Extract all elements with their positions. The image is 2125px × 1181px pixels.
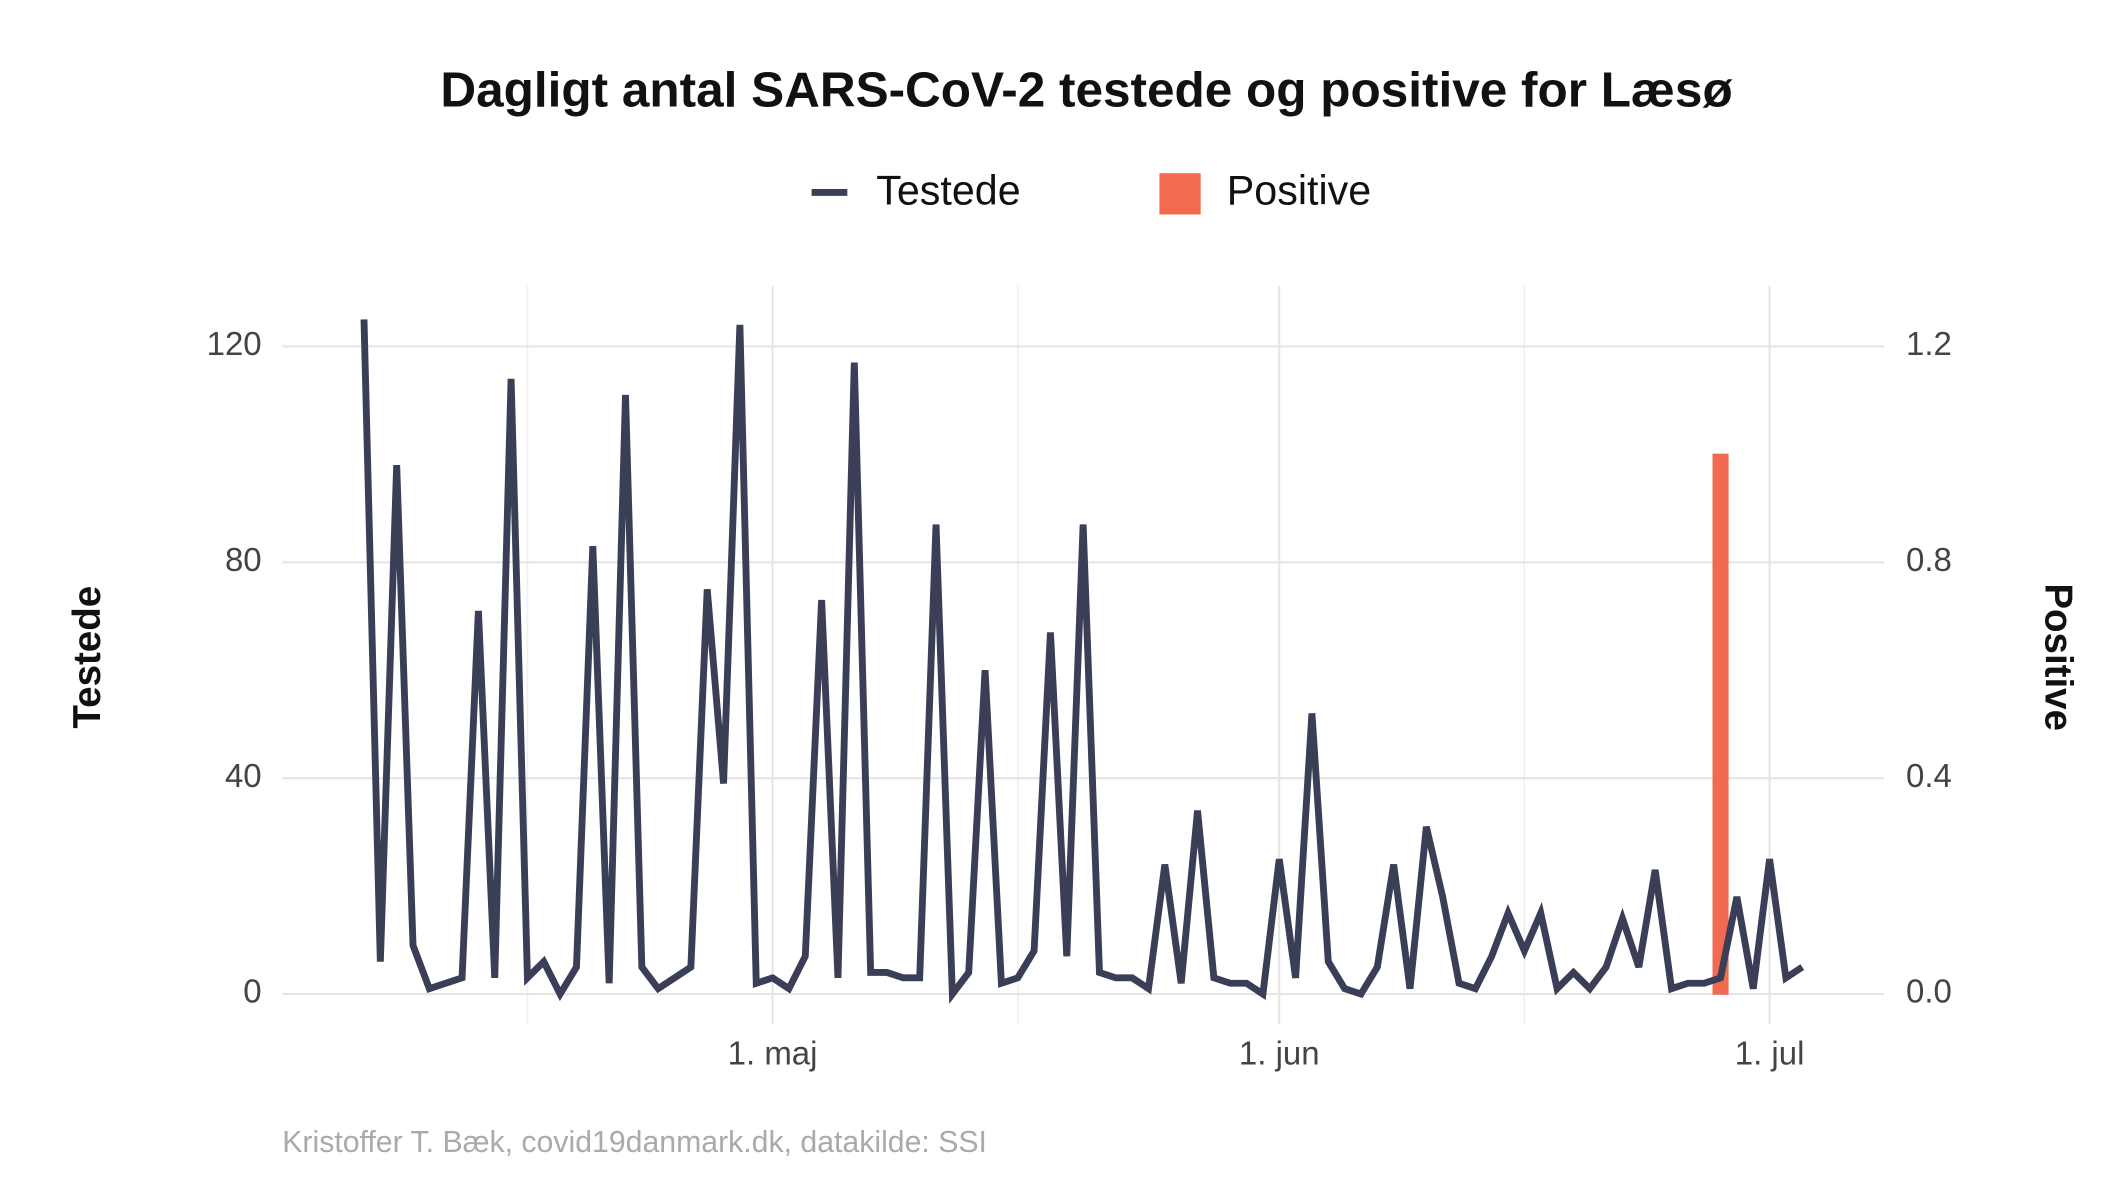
y2-tick-label: 0.8 (1906, 541, 1952, 578)
y-tick-label: 0 (243, 973, 261, 1010)
legend-label: Positive (1227, 168, 1371, 214)
y2-tick-label: 0.4 (1906, 757, 1952, 794)
x-tick-label: 1. maj (728, 1035, 818, 1072)
y2-tick-label: 0.0 (1906, 973, 1952, 1010)
y2-axis-label: Positive (2037, 583, 2080, 731)
legend-swatch (1159, 173, 1201, 215)
chart-title: Dagligt antal SARS-CoV-2 testede og posi… (440, 63, 1733, 118)
x-tick-label: 1. jun (1239, 1035, 1320, 1072)
x-tick-label: 1. jul (1735, 1035, 1805, 1072)
y-axis-label: Testede (66, 586, 109, 729)
y-tick-label: 120 (207, 325, 262, 362)
caption: Kristoffer T. Bæk, covid19danmark.dk, da… (282, 1126, 987, 1159)
bar (1712, 453, 1729, 995)
line (360, 319, 1805, 1004)
y2-tick-label: 1.2 (1906, 325, 1952, 362)
y-tick-label: 40 (225, 757, 262, 794)
legend-label: Testede (876, 168, 1020, 214)
y-tick-label: 80 (225, 541, 262, 578)
